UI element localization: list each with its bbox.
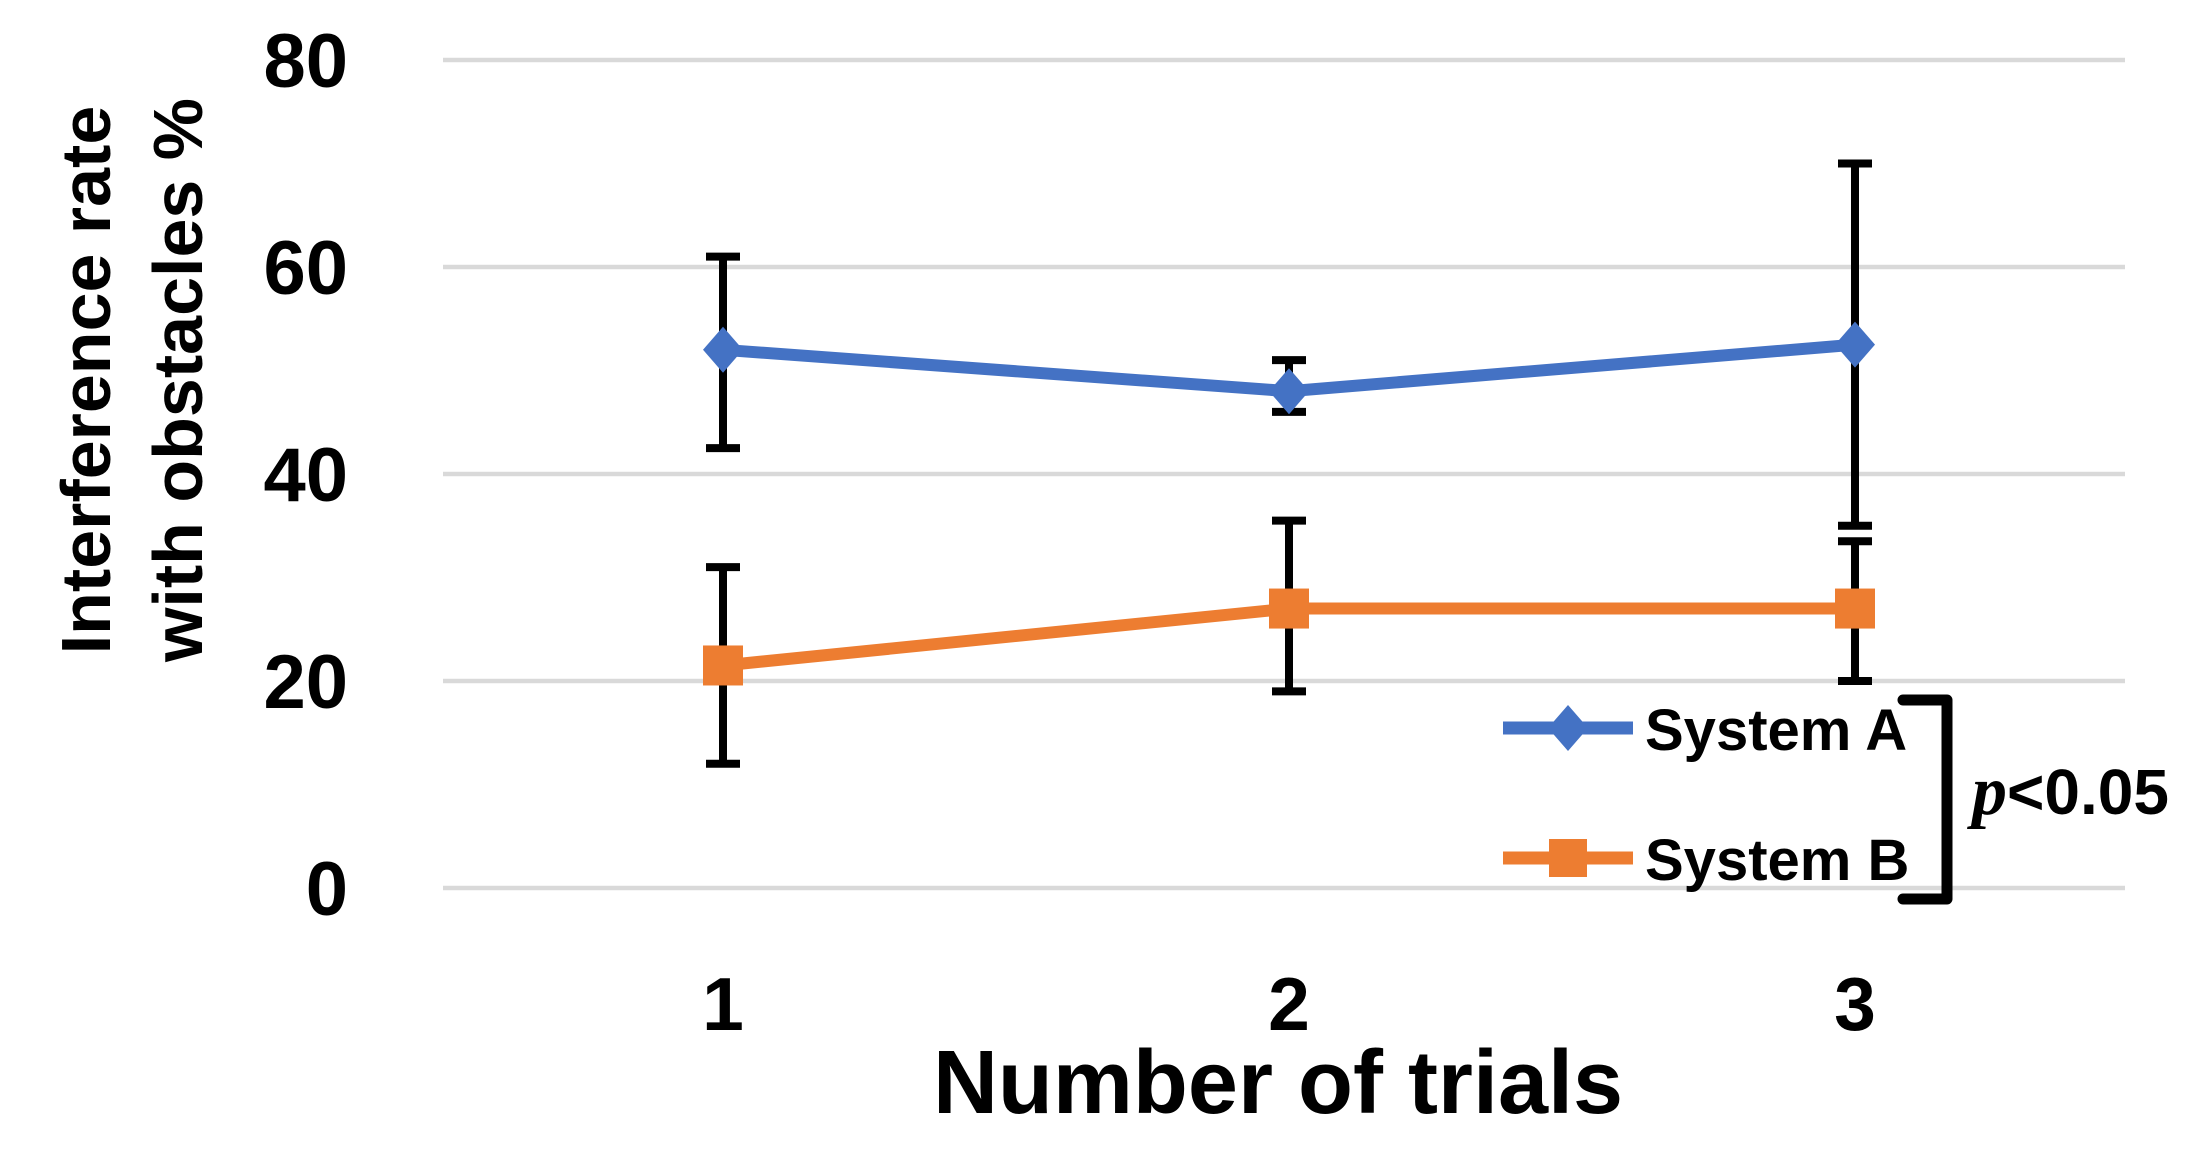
x-axis-tick-labels: 1 2 3	[702, 962, 1876, 1046]
y-tick-label-40: 40	[263, 433, 348, 518]
y-axis-title: Interference rate with obstacles %	[40, 30, 230, 730]
significance-annotation: p<0.05	[1972, 752, 2169, 832]
marker-square-system-b-trial2	[1269, 588, 1309, 629]
y-tick-label-60: 60	[263, 226, 348, 311]
y-tick-label-20: 20	[263, 640, 348, 725]
marker-diamond-system-a-trial1	[703, 326, 743, 373]
y-axis-title-line1: Interference rate	[47, 105, 125, 655]
y-tick-label-0: 0	[306, 847, 348, 932]
series-markers	[703, 321, 1875, 686]
legend-marker-graphics	[1503, 705, 1633, 877]
x-axis-title: Number of trials	[932, 1033, 1624, 1133]
legend-label-system-b: System B	[1645, 828, 1910, 893]
x-tick-label-2: 2	[1268, 962, 1310, 1046]
y-axis-title-line2: with obstacles %	[139, 97, 218, 663]
y-axis-tick-labels: 0 20 40 60 80	[263, 19, 348, 932]
x-tick-label-3: 3	[1834, 962, 1876, 1046]
y-tick-label-80: 80	[263, 19, 348, 104]
marker-square-system-b-trial3	[1835, 588, 1875, 629]
legend-label-system-a: System A	[1645, 698, 1908, 763]
marker-square-system-b-trial1	[703, 645, 743, 686]
legend-marker-square-system-b	[1549, 839, 1587, 877]
x-tick-label-1: 1	[702, 962, 744, 1046]
significance-p-symbol: p	[1972, 753, 2007, 830]
error-bars	[706, 159, 1872, 768]
bracket-shape	[1897, 694, 1953, 905]
significance-value: <0.05	[2007, 756, 2169, 828]
legend-marker-diamond-system-a	[1548, 705, 1588, 751]
marker-diamond-system-a-trial2	[1269, 368, 1309, 415]
significance-bracket	[1897, 694, 1953, 905]
marker-diamond-system-a-trial3	[1835, 321, 1875, 368]
